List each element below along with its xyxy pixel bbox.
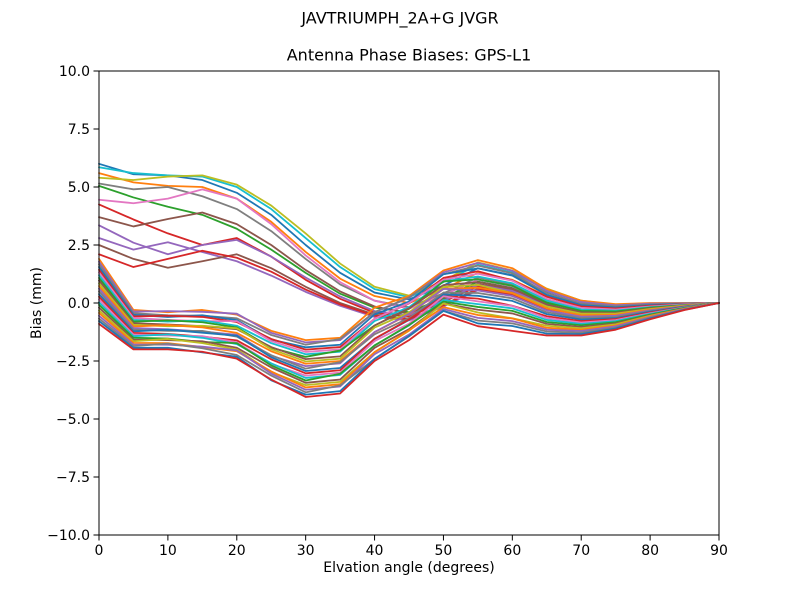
x-tick-label: 70 (572, 543, 590, 559)
x-tick-label: 80 (641, 543, 659, 559)
y-tick-label: 0.0 (68, 296, 90, 312)
y-tick-label: −10.0 (47, 528, 90, 544)
x-tick-label: 30 (297, 543, 315, 559)
y-axis-label: Bias (mm) (29, 266, 45, 340)
x-tick-label: 20 (228, 543, 246, 559)
series-line (98, 302, 720, 398)
series-line (98, 295, 720, 377)
y-tick-label: 2.5 (68, 238, 90, 254)
y-tick-label: −2.5 (56, 354, 90, 370)
y-tick-label: 7.5 (68, 122, 90, 138)
series-line (98, 290, 720, 370)
y-tick-label: −7.5 (56, 470, 90, 486)
series-line (98, 174, 720, 306)
series-line (98, 258, 720, 342)
series-line (98, 274, 720, 356)
x-tick-label: 40 (366, 543, 384, 559)
x-tick-label: 60 (503, 543, 521, 559)
axes-title: Antenna Phase Biases: GPS-L1 (286, 45, 532, 65)
y-tick-label: 10.0 (59, 64, 90, 80)
series-line (98, 282, 720, 363)
x-tick-label: 90 (710, 543, 728, 559)
series-line (98, 302, 720, 391)
x-tick-label: 10 (159, 543, 177, 559)
x-tick-label: 0 (95, 543, 104, 559)
series-line (98, 166, 720, 307)
figure-title: JAVTRIUMPH_2A+G JVGR (301, 8, 499, 28)
y-tick-label: −5.0 (56, 412, 90, 428)
x-tick-label: 50 (435, 543, 453, 559)
series-line (98, 162, 720, 309)
series-line (98, 266, 720, 349)
y-tick-label: 5.0 (68, 180, 90, 196)
x-axis-label: Elvation angle (degrees) (323, 560, 495, 576)
